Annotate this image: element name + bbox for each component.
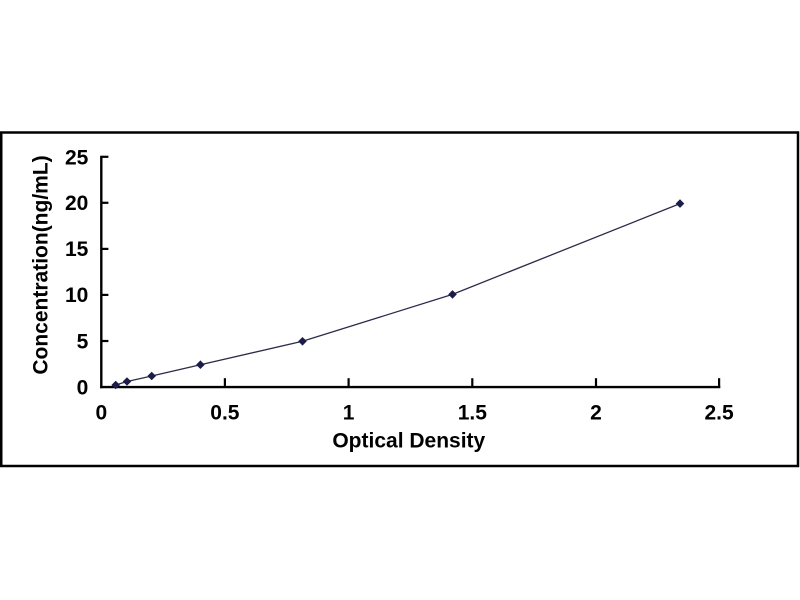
svg-text:5: 5 xyxy=(77,330,89,353)
svg-text:0: 0 xyxy=(77,376,89,399)
svg-text:10: 10 xyxy=(65,284,88,307)
svg-text:20: 20 xyxy=(65,192,88,215)
svg-text:25: 25 xyxy=(65,146,89,169)
svg-text:Optical Density: Optical Density xyxy=(332,429,485,452)
svg-text:2: 2 xyxy=(590,401,602,424)
svg-text:2.5: 2.5 xyxy=(704,401,734,424)
svg-text:0.5: 0.5 xyxy=(210,401,240,424)
svg-text:15: 15 xyxy=(65,238,89,261)
svg-text:1: 1 xyxy=(343,401,355,424)
svg-text:1.5: 1.5 xyxy=(458,401,488,424)
svg-text:0: 0 xyxy=(95,401,107,424)
svg-text:Concentration(ng/mL): Concentration(ng/mL) xyxy=(29,155,52,374)
